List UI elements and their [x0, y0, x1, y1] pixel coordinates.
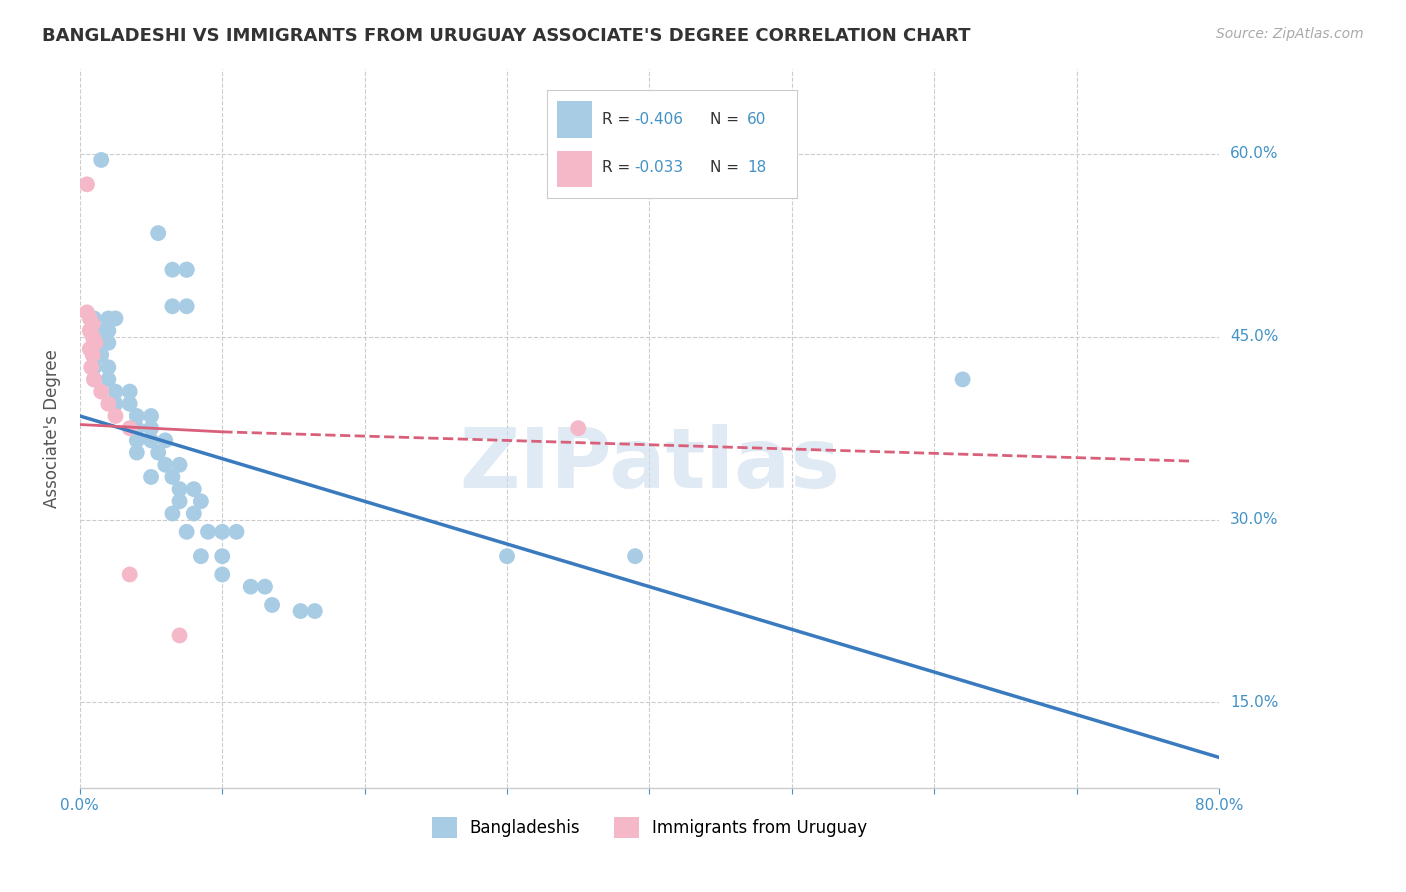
Point	[97, 397, 120, 411]
Point	[139, 409, 162, 423]
Point	[125, 409, 148, 423]
Point	[84, 335, 107, 350]
Point	[169, 494, 191, 508]
Point	[211, 524, 233, 539]
Point	[139, 470, 162, 484]
Point	[169, 628, 191, 642]
Text: BANGLADESHI VS IMMIGRANTS FROM URUGUAY ASSOCIATE'S DEGREE CORRELATION CHART: BANGLADESHI VS IMMIGRANTS FROM URUGUAY A…	[42, 27, 970, 45]
Point	[1094, 846, 1116, 860]
Point	[125, 421, 148, 435]
Point	[190, 549, 212, 564]
Point	[82, 330, 104, 344]
Point	[253, 580, 276, 594]
Point	[197, 524, 219, 539]
Point	[162, 262, 184, 277]
Point	[97, 372, 120, 386]
Point	[139, 434, 162, 448]
Point	[155, 458, 177, 472]
Text: ZIPatlas: ZIPatlas	[458, 424, 839, 505]
Point	[176, 262, 198, 277]
Point	[125, 445, 148, 459]
Point	[624, 549, 647, 564]
Point	[104, 409, 127, 423]
Point	[239, 580, 262, 594]
Point	[567, 421, 589, 435]
Point	[90, 384, 112, 399]
Point	[90, 348, 112, 362]
Point	[162, 507, 184, 521]
Point	[190, 494, 212, 508]
Point	[148, 445, 170, 459]
Point	[83, 372, 105, 386]
Point	[118, 397, 141, 411]
Point	[90, 153, 112, 167]
Point	[162, 470, 184, 484]
Point	[104, 397, 127, 411]
Point	[304, 604, 326, 618]
Point	[162, 299, 184, 313]
Point	[80, 360, 103, 375]
Point	[169, 458, 191, 472]
Point	[83, 348, 105, 362]
Point	[79, 311, 101, 326]
Point	[118, 567, 141, 582]
Y-axis label: Associate's Degree: Associate's Degree	[44, 349, 60, 508]
Point	[139, 421, 162, 435]
Point	[83, 324, 105, 338]
Point	[290, 604, 312, 618]
Point	[82, 348, 104, 362]
Point	[183, 482, 205, 496]
Point	[125, 434, 148, 448]
Point	[83, 311, 105, 326]
Point	[176, 299, 198, 313]
Point	[496, 549, 519, 564]
Point	[104, 311, 127, 326]
Point	[83, 360, 105, 375]
Point	[76, 178, 98, 192]
Point	[118, 421, 141, 435]
Point	[97, 335, 120, 350]
Point	[952, 372, 974, 386]
Point	[211, 549, 233, 564]
Point	[83, 335, 105, 350]
Point	[97, 324, 120, 338]
Point	[76, 305, 98, 319]
Point	[183, 507, 205, 521]
Point	[148, 226, 170, 240]
Text: 30.0%: 30.0%	[1230, 512, 1278, 527]
Point	[225, 524, 247, 539]
Text: Source: ZipAtlas.com: Source: ZipAtlas.com	[1216, 27, 1364, 41]
Point	[104, 384, 127, 399]
Point	[211, 567, 233, 582]
Point	[176, 524, 198, 539]
Text: 45.0%: 45.0%	[1230, 329, 1278, 344]
Point	[176, 262, 198, 277]
Point	[97, 311, 120, 326]
Point	[82, 318, 104, 332]
Point	[90, 324, 112, 338]
Point	[83, 372, 105, 386]
Point	[262, 598, 284, 612]
Point	[169, 482, 191, 496]
Point	[97, 360, 120, 375]
Text: 15.0%: 15.0%	[1230, 695, 1278, 710]
Legend: Bangladeshis, Immigrants from Uruguay: Bangladeshis, Immigrants from Uruguay	[425, 811, 875, 844]
Point	[79, 342, 101, 356]
Point	[90, 335, 112, 350]
Point	[155, 434, 177, 448]
Point	[118, 384, 141, 399]
Point	[79, 324, 101, 338]
Text: 60.0%: 60.0%	[1230, 146, 1278, 161]
